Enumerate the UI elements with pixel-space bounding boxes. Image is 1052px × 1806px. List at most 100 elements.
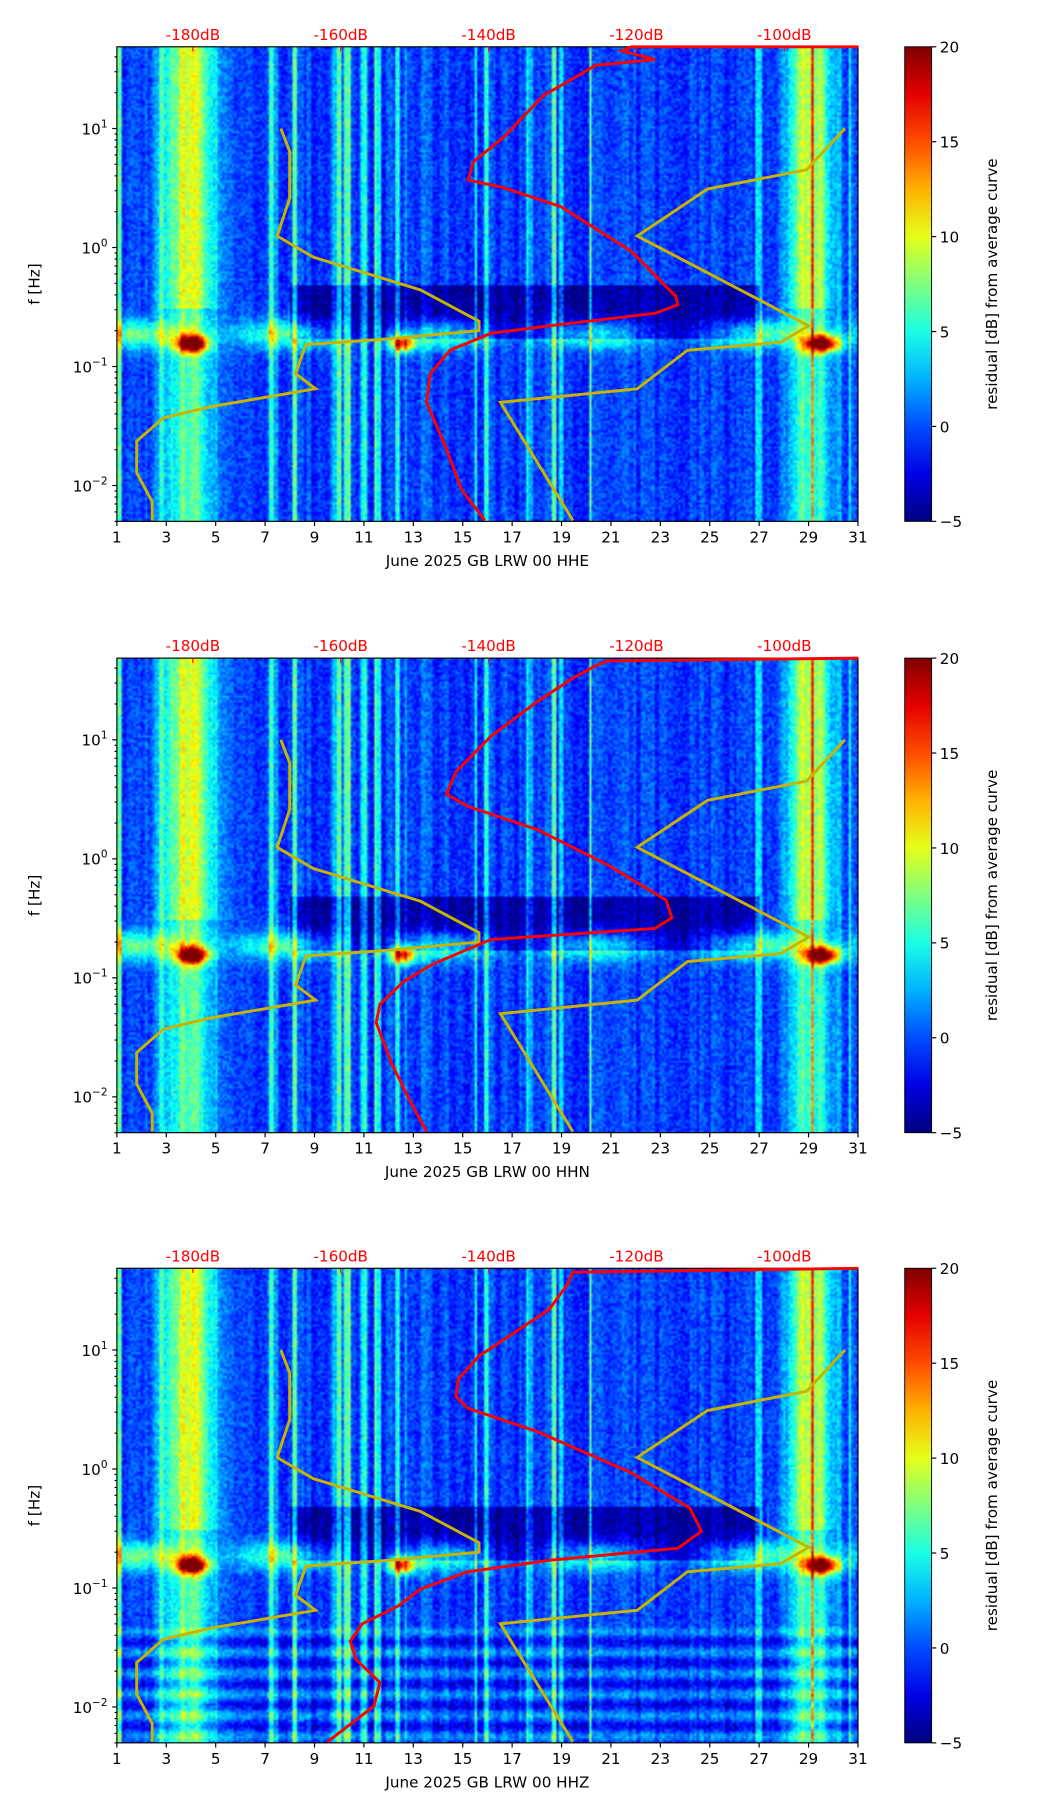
y-tick-base: 10 — [73, 970, 92, 988]
x-tick-label: 3 — [161, 1140, 171, 1158]
colorbar — [904, 657, 933, 1134]
x-tick-label: 13 — [404, 1750, 423, 1768]
x-tick-label: 1 — [112, 1750, 122, 1768]
yellow-curve-low — [135, 1349, 481, 1742]
x-tick-label: 23 — [651, 1750, 670, 1768]
y-tick-base: 10 — [82, 1342, 101, 1360]
y-tick-label: 101 — [82, 730, 108, 750]
y-tick-exp: −1 — [92, 356, 108, 368]
red-curve — [424, 45, 859, 522]
colorbar-tick-label: −5 — [940, 1735, 962, 1753]
yellow-curve-low — [135, 127, 481, 521]
colorbar-tick-label: 20 — [940, 650, 959, 668]
colorbar-tick-label: 5 — [940, 323, 950, 341]
x-tick-label: 25 — [700, 528, 719, 546]
colorbar-tick-label: 0 — [940, 418, 950, 436]
y-tick-label: 101 — [82, 1340, 108, 1360]
x-tick-label: 27 — [749, 1750, 768, 1768]
colorbar-tick-label: 20 — [940, 1260, 959, 1278]
x-axis-label: June 2025 GB LRW 00 HHE — [385, 552, 589, 570]
y-tick-label: 101 — [82, 118, 108, 138]
y-tick-exp: 1 — [101, 118, 108, 130]
y-tick-exp: 0 — [101, 849, 108, 861]
x-tick-label: 9 — [310, 1140, 320, 1158]
y-axis-label: f [Hz] — [26, 875, 44, 916]
colorbar-tick-label: 10 — [940, 228, 959, 246]
y-tick-label: 10−1 — [73, 968, 108, 988]
x-tick-label: 7 — [260, 1140, 270, 1158]
y-tick-base: 10 — [82, 120, 101, 138]
colorbar-tick-label: 5 — [940, 1545, 950, 1563]
y-tick-exp: −2 — [92, 1697, 108, 1709]
x-tick-label: 19 — [552, 1140, 571, 1158]
y-tick-exp: −2 — [92, 475, 108, 487]
top-tick-label: -140dB — [461, 26, 516, 44]
panel-3: 1 3 5 7 9 11 13 15 17 19 21 23 25 27 29 3110110010−110−… — [26, 1247, 1001, 1791]
x-tick-label: 11 — [354, 1750, 373, 1768]
colorbar-tick-label: 15 — [940, 745, 959, 763]
x-tick-label: 5 — [211, 528, 221, 546]
top-tick-label: -160dB — [313, 26, 368, 44]
top-tick-label: -100dB — [757, 1247, 812, 1265]
x-tick-label: 21 — [601, 1140, 620, 1158]
y-tick-exp: 1 — [101, 730, 108, 742]
yellow-curve-high — [497, 127, 847, 522]
yellow-curve-high — [497, 738, 847, 1133]
y-tick-exp: 0 — [101, 237, 108, 249]
top-tick-label: -160dB — [313, 1247, 368, 1265]
colorbar-tick-label: 20 — [940, 39, 959, 57]
x-tick-label: 19 — [552, 1750, 571, 1768]
top-tick-label: -120dB — [609, 637, 664, 655]
colorbar-tick-label: 0 — [940, 1640, 950, 1658]
x-tick-label: 15 — [453, 528, 472, 546]
colorbar-tick-label: 5 — [940, 935, 950, 953]
spectrogram-heatmap — [116, 1268, 858, 1743]
colorbar-tick-label: 15 — [940, 1355, 959, 1373]
top-tick-label: -100dB — [757, 26, 812, 44]
x-tick-label: 3 — [161, 1750, 171, 1768]
y-tick-exp: −1 — [92, 968, 108, 980]
plot-frame — [116, 46, 859, 522]
yellow-curve-low — [135, 739, 481, 1132]
y-tick-exp: 0 — [101, 1459, 108, 1471]
x-tick-label: 21 — [601, 528, 620, 546]
x-tick-label: 5 — [211, 1750, 221, 1768]
top-tick-label: -160dB — [313, 637, 368, 655]
x-tick-label: 27 — [749, 528, 768, 546]
x-tick-label: 17 — [502, 1750, 521, 1768]
colorbar-tick-label: 0 — [940, 1030, 950, 1048]
x-tick-label: 25 — [700, 1140, 719, 1158]
top-tick-label: -120dB — [609, 1247, 664, 1265]
x-tick-label: 7 — [260, 528, 270, 546]
top-tick-label: -180dB — [166, 26, 221, 44]
x-tick-label: 19 — [552, 528, 571, 546]
x-tick-label: 31 — [848, 1750, 867, 1768]
y-tick-base: 10 — [73, 477, 92, 495]
x-tick-label: 3 — [161, 528, 171, 546]
y-tick-base: 10 — [82, 732, 101, 750]
x-tick-label: 25 — [700, 1750, 719, 1768]
y-axis-label: f [Hz] — [26, 263, 44, 304]
top-tick-label: -100dB — [757, 637, 812, 655]
x-tick-label: 31 — [848, 1140, 867, 1158]
y-tick-base: 10 — [73, 1699, 92, 1717]
x-tick-label: 31 — [848, 528, 867, 546]
y-tick-base: 10 — [73, 358, 92, 376]
y-tick-label: 10−1 — [73, 1578, 108, 1598]
x-tick-label: 29 — [799, 1140, 818, 1158]
red-curve — [326, 1266, 859, 1743]
top-tick-label: -180dB — [166, 1247, 221, 1265]
top-tick-label: -180dB — [166, 637, 221, 655]
y-tick-exp: −2 — [92, 1087, 108, 1099]
colorbar-tick-label: −5 — [940, 513, 962, 531]
y-tick-base: 10 — [82, 239, 101, 257]
y-tick-base: 10 — [73, 1580, 92, 1598]
x-tick-label: 17 — [502, 1140, 521, 1158]
y-tick-label: 10−1 — [73, 356, 108, 376]
x-tick-label: 1 — [112, 1140, 122, 1158]
x-tick-label: 5 — [211, 1140, 221, 1158]
y-tick-exp: 1 — [101, 1340, 108, 1352]
x-tick-label: 11 — [354, 1140, 373, 1158]
top-tick-label: -140dB — [461, 1247, 516, 1265]
